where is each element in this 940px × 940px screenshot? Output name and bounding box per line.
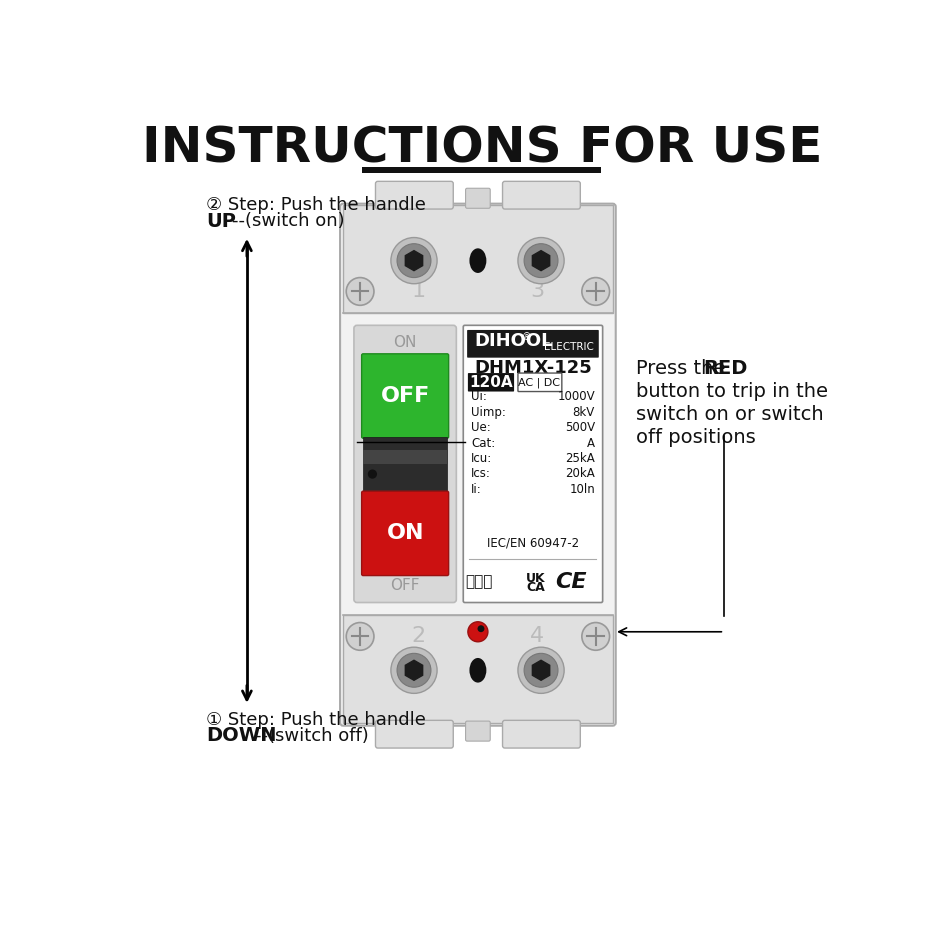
- FancyBboxPatch shape: [465, 721, 491, 741]
- Text: OFF: OFF: [390, 578, 420, 593]
- Bar: [343, 205, 613, 313]
- FancyBboxPatch shape: [503, 720, 580, 748]
- Text: 4: 4: [530, 626, 544, 647]
- Text: --(switch on): --(switch on): [231, 212, 344, 230]
- Text: 1: 1: [412, 281, 426, 302]
- Circle shape: [346, 622, 374, 650]
- Text: INSTRUCTIONS FOR USE: INSTRUCTIONS FOR USE: [142, 125, 822, 173]
- Circle shape: [518, 647, 564, 694]
- Circle shape: [525, 653, 558, 687]
- Text: Uimp:: Uimp:: [471, 406, 506, 419]
- FancyBboxPatch shape: [518, 373, 562, 392]
- Polygon shape: [532, 660, 550, 681]
- Text: DOWN: DOWN: [206, 727, 276, 745]
- Text: AC | DC: AC | DC: [519, 377, 560, 387]
- Text: UP: UP: [206, 212, 236, 231]
- Circle shape: [525, 243, 558, 277]
- Text: Ui:: Ui:: [471, 390, 487, 403]
- Text: 20kA: 20kA: [565, 467, 595, 480]
- Circle shape: [468, 621, 488, 642]
- FancyBboxPatch shape: [503, 181, 580, 209]
- FancyBboxPatch shape: [465, 188, 491, 209]
- FancyBboxPatch shape: [467, 330, 599, 357]
- Text: ② Step: Push the handle: ② Step: Push the handle: [206, 196, 426, 214]
- Bar: [363, 167, 601, 173]
- Text: 120A: 120A: [469, 375, 513, 390]
- Text: 25kA: 25kA: [565, 452, 595, 465]
- Text: 2: 2: [412, 626, 426, 647]
- FancyBboxPatch shape: [375, 181, 453, 209]
- FancyBboxPatch shape: [354, 325, 456, 603]
- FancyBboxPatch shape: [375, 720, 453, 748]
- Circle shape: [368, 469, 377, 478]
- Text: Ii:: Ii:: [471, 483, 481, 495]
- Ellipse shape: [469, 658, 486, 682]
- Polygon shape: [405, 251, 423, 271]
- Text: Ics:: Ics:: [471, 467, 491, 480]
- Text: CA: CA: [526, 581, 545, 594]
- Circle shape: [346, 277, 374, 306]
- Text: ON: ON: [394, 335, 416, 350]
- Bar: [363, 450, 447, 464]
- Text: RED: RED: [703, 359, 748, 378]
- Text: CE: CE: [556, 572, 587, 592]
- Circle shape: [518, 238, 564, 284]
- FancyBboxPatch shape: [362, 492, 448, 575]
- Text: ① Step: Push the handle: ① Step: Push the handle: [206, 711, 426, 728]
- Text: 500V: 500V: [565, 421, 595, 434]
- FancyBboxPatch shape: [468, 373, 514, 392]
- Text: Cat:: Cat:: [471, 436, 495, 449]
- Text: DHM1X-125: DHM1X-125: [474, 359, 592, 377]
- Text: ⒸⒸⒸ: ⒸⒸⒸ: [465, 574, 493, 589]
- Text: button to trip in the: button to trip in the: [635, 383, 828, 401]
- Polygon shape: [405, 660, 423, 681]
- Text: DIHOOL: DIHOOL: [474, 332, 553, 350]
- Bar: [343, 615, 613, 723]
- Text: 3: 3: [530, 281, 544, 302]
- Bar: [363, 437, 447, 505]
- Circle shape: [478, 625, 484, 633]
- Circle shape: [391, 238, 437, 284]
- Text: UK: UK: [525, 572, 545, 585]
- Circle shape: [391, 647, 437, 694]
- Text: --(switch off): --(switch off): [255, 727, 368, 744]
- Text: 10ln: 10ln: [570, 483, 595, 495]
- Polygon shape: [532, 251, 550, 271]
- Text: Press the: Press the: [635, 359, 731, 378]
- Text: 8kV: 8kV: [572, 406, 595, 419]
- Text: 1000V: 1000V: [557, 390, 595, 403]
- Text: ®: ®: [522, 332, 531, 342]
- Text: off positions: off positions: [635, 429, 756, 447]
- FancyBboxPatch shape: [463, 325, 603, 603]
- Circle shape: [397, 243, 431, 277]
- Text: Icu:: Icu:: [471, 452, 493, 465]
- Text: Ue:: Ue:: [471, 421, 491, 434]
- Text: A: A: [587, 436, 595, 449]
- Text: OFF: OFF: [381, 386, 430, 406]
- Text: ON: ON: [386, 524, 424, 543]
- FancyBboxPatch shape: [362, 353, 448, 438]
- Text: IEC/EN 60947-2: IEC/EN 60947-2: [487, 537, 579, 550]
- Text: ELECTRIC: ELECTRIC: [543, 342, 593, 352]
- Circle shape: [582, 622, 609, 650]
- Ellipse shape: [469, 248, 486, 273]
- Text: switch on or switch: switch on or switch: [635, 405, 823, 424]
- Circle shape: [582, 277, 609, 306]
- Circle shape: [397, 653, 431, 687]
- FancyBboxPatch shape: [340, 204, 616, 726]
